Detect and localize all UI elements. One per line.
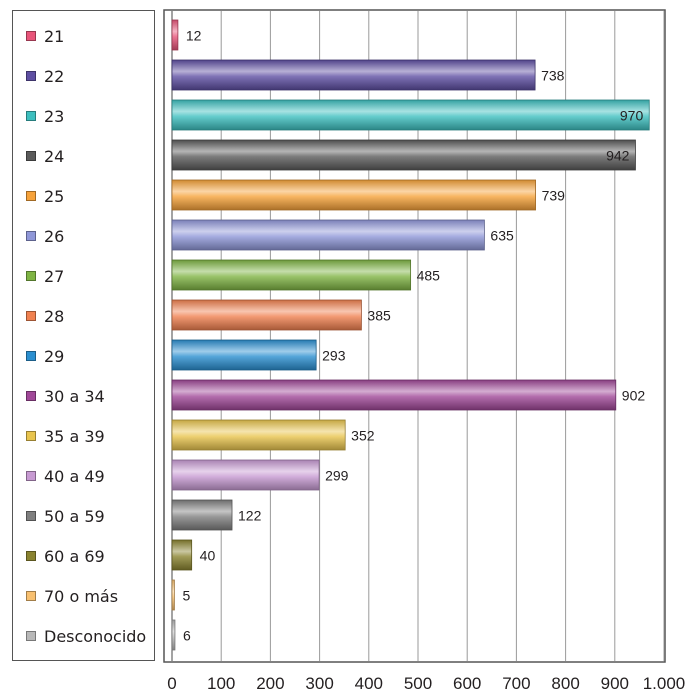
bar-23 (171, 99, 650, 131)
legend-label: Desconocido (44, 626, 147, 646)
legend-label: 70 o más (44, 586, 119, 606)
legend-item: 50 a 59 (13, 506, 105, 526)
legend-swatch (26, 31, 36, 41)
legend-label: 29 (44, 346, 65, 366)
value-label: 122 (238, 508, 262, 524)
bar-50 a 59 (171, 499, 233, 531)
legend-label: 50 a 59 (44, 506, 105, 526)
bar-35 a 39 (171, 419, 346, 451)
bar-22 (171, 59, 536, 91)
legend-swatch (26, 151, 36, 161)
legend-label: 21 (44, 26, 65, 46)
legend-item: 70 o más (13, 586, 118, 606)
bar-Desconocido (171, 619, 176, 651)
legend-swatch (26, 431, 36, 441)
bar-28 (171, 299, 362, 331)
bar-24 (171, 139, 636, 171)
bar-30 a 34 (171, 379, 617, 411)
x-tick-label: 500 (404, 674, 432, 692)
value-label: 352 (351, 428, 375, 444)
legend-item: 35 a 39 (13, 426, 105, 446)
legend-item: 24 (13, 146, 64, 166)
x-tick-label: 700 (502, 674, 530, 692)
bar-29 (171, 339, 317, 371)
bar-25 (171, 179, 536, 211)
legend-item: 23 (13, 106, 64, 126)
legend-item: 28 (13, 306, 64, 326)
value-label: 970 (620, 108, 644, 124)
legend-swatch (26, 351, 36, 361)
value-label: 635 (490, 228, 514, 244)
value-label: 942 (606, 148, 630, 164)
legend-label: 26 (44, 226, 65, 246)
x-tick-label: 1.000 (643, 674, 686, 692)
x-tick-label: 600 (453, 674, 481, 692)
bar-60 a 69 (171, 539, 193, 571)
legend-swatch (26, 471, 36, 481)
x-tick-label: 200 (256, 674, 284, 692)
x-tick-label: 900 (601, 674, 629, 692)
legend-item: 25 (13, 186, 64, 206)
value-label: 5 (182, 588, 190, 604)
legend-item: 22 (13, 66, 64, 86)
legend-swatch (26, 271, 36, 281)
bar-21 (171, 19, 179, 51)
legend-label: 24 (44, 146, 65, 166)
legend-swatch (26, 511, 36, 521)
x-tick-label: 400 (355, 674, 383, 692)
legend-label: 23 (44, 106, 65, 126)
value-label: 6 (183, 628, 191, 644)
legend-item: 26 (13, 226, 64, 246)
legend-label: 25 (44, 186, 65, 206)
legend-swatch (26, 231, 36, 241)
legend-label: 28 (44, 306, 65, 326)
legend-item: 60 a 69 (13, 546, 105, 566)
legend-label: 27 (44, 266, 65, 286)
legend-swatch (26, 551, 36, 561)
value-label: 293 (322, 348, 346, 364)
value-label: 902 (622, 388, 646, 404)
legend-label: 22 (44, 66, 65, 86)
legend-label: 35 a 39 (44, 426, 105, 446)
legend-item: Desconocido (13, 626, 146, 646)
legend-item: 30 a 34 (13, 386, 105, 406)
value-label: 40 (200, 548, 216, 564)
legend-swatch (26, 111, 36, 121)
x-tick-label: 0 (167, 674, 176, 692)
legend-swatch (26, 591, 36, 601)
bar-70 o más (171, 579, 175, 611)
legend-label: 40 a 49 (44, 466, 105, 486)
value-label: 738 (541, 68, 565, 84)
value-label: 485 (417, 268, 441, 284)
x-tick-label: 800 (551, 674, 579, 692)
x-tick-label: 100 (207, 674, 235, 692)
legend-label: 60 a 69 (44, 546, 105, 566)
legend-swatch (26, 191, 36, 201)
bar-40 a 49 (171, 459, 320, 491)
legend-swatch (26, 311, 36, 321)
legend-item: 40 a 49 (13, 466, 105, 486)
value-label: 385 (367, 308, 391, 324)
legend-item: 29 (13, 346, 64, 366)
value-label: 739 (542, 188, 566, 204)
legend-swatch (26, 71, 36, 81)
legend-swatch (26, 391, 36, 401)
legend-swatch (26, 631, 36, 641)
value-label: 12 (186, 28, 202, 44)
x-tick-label: 300 (305, 674, 333, 692)
legend-label: 30 a 34 (44, 386, 105, 406)
bar-26 (171, 219, 485, 251)
bar-27 (171, 259, 412, 291)
legend-item: 27 (13, 266, 64, 286)
value-label: 299 (325, 468, 349, 484)
legend-item: 21 (13, 26, 64, 46)
legend: 21 22 23 24 25 26 27 28 29 30 a 34 35 a 39 40 a 49 5… (12, 10, 155, 661)
